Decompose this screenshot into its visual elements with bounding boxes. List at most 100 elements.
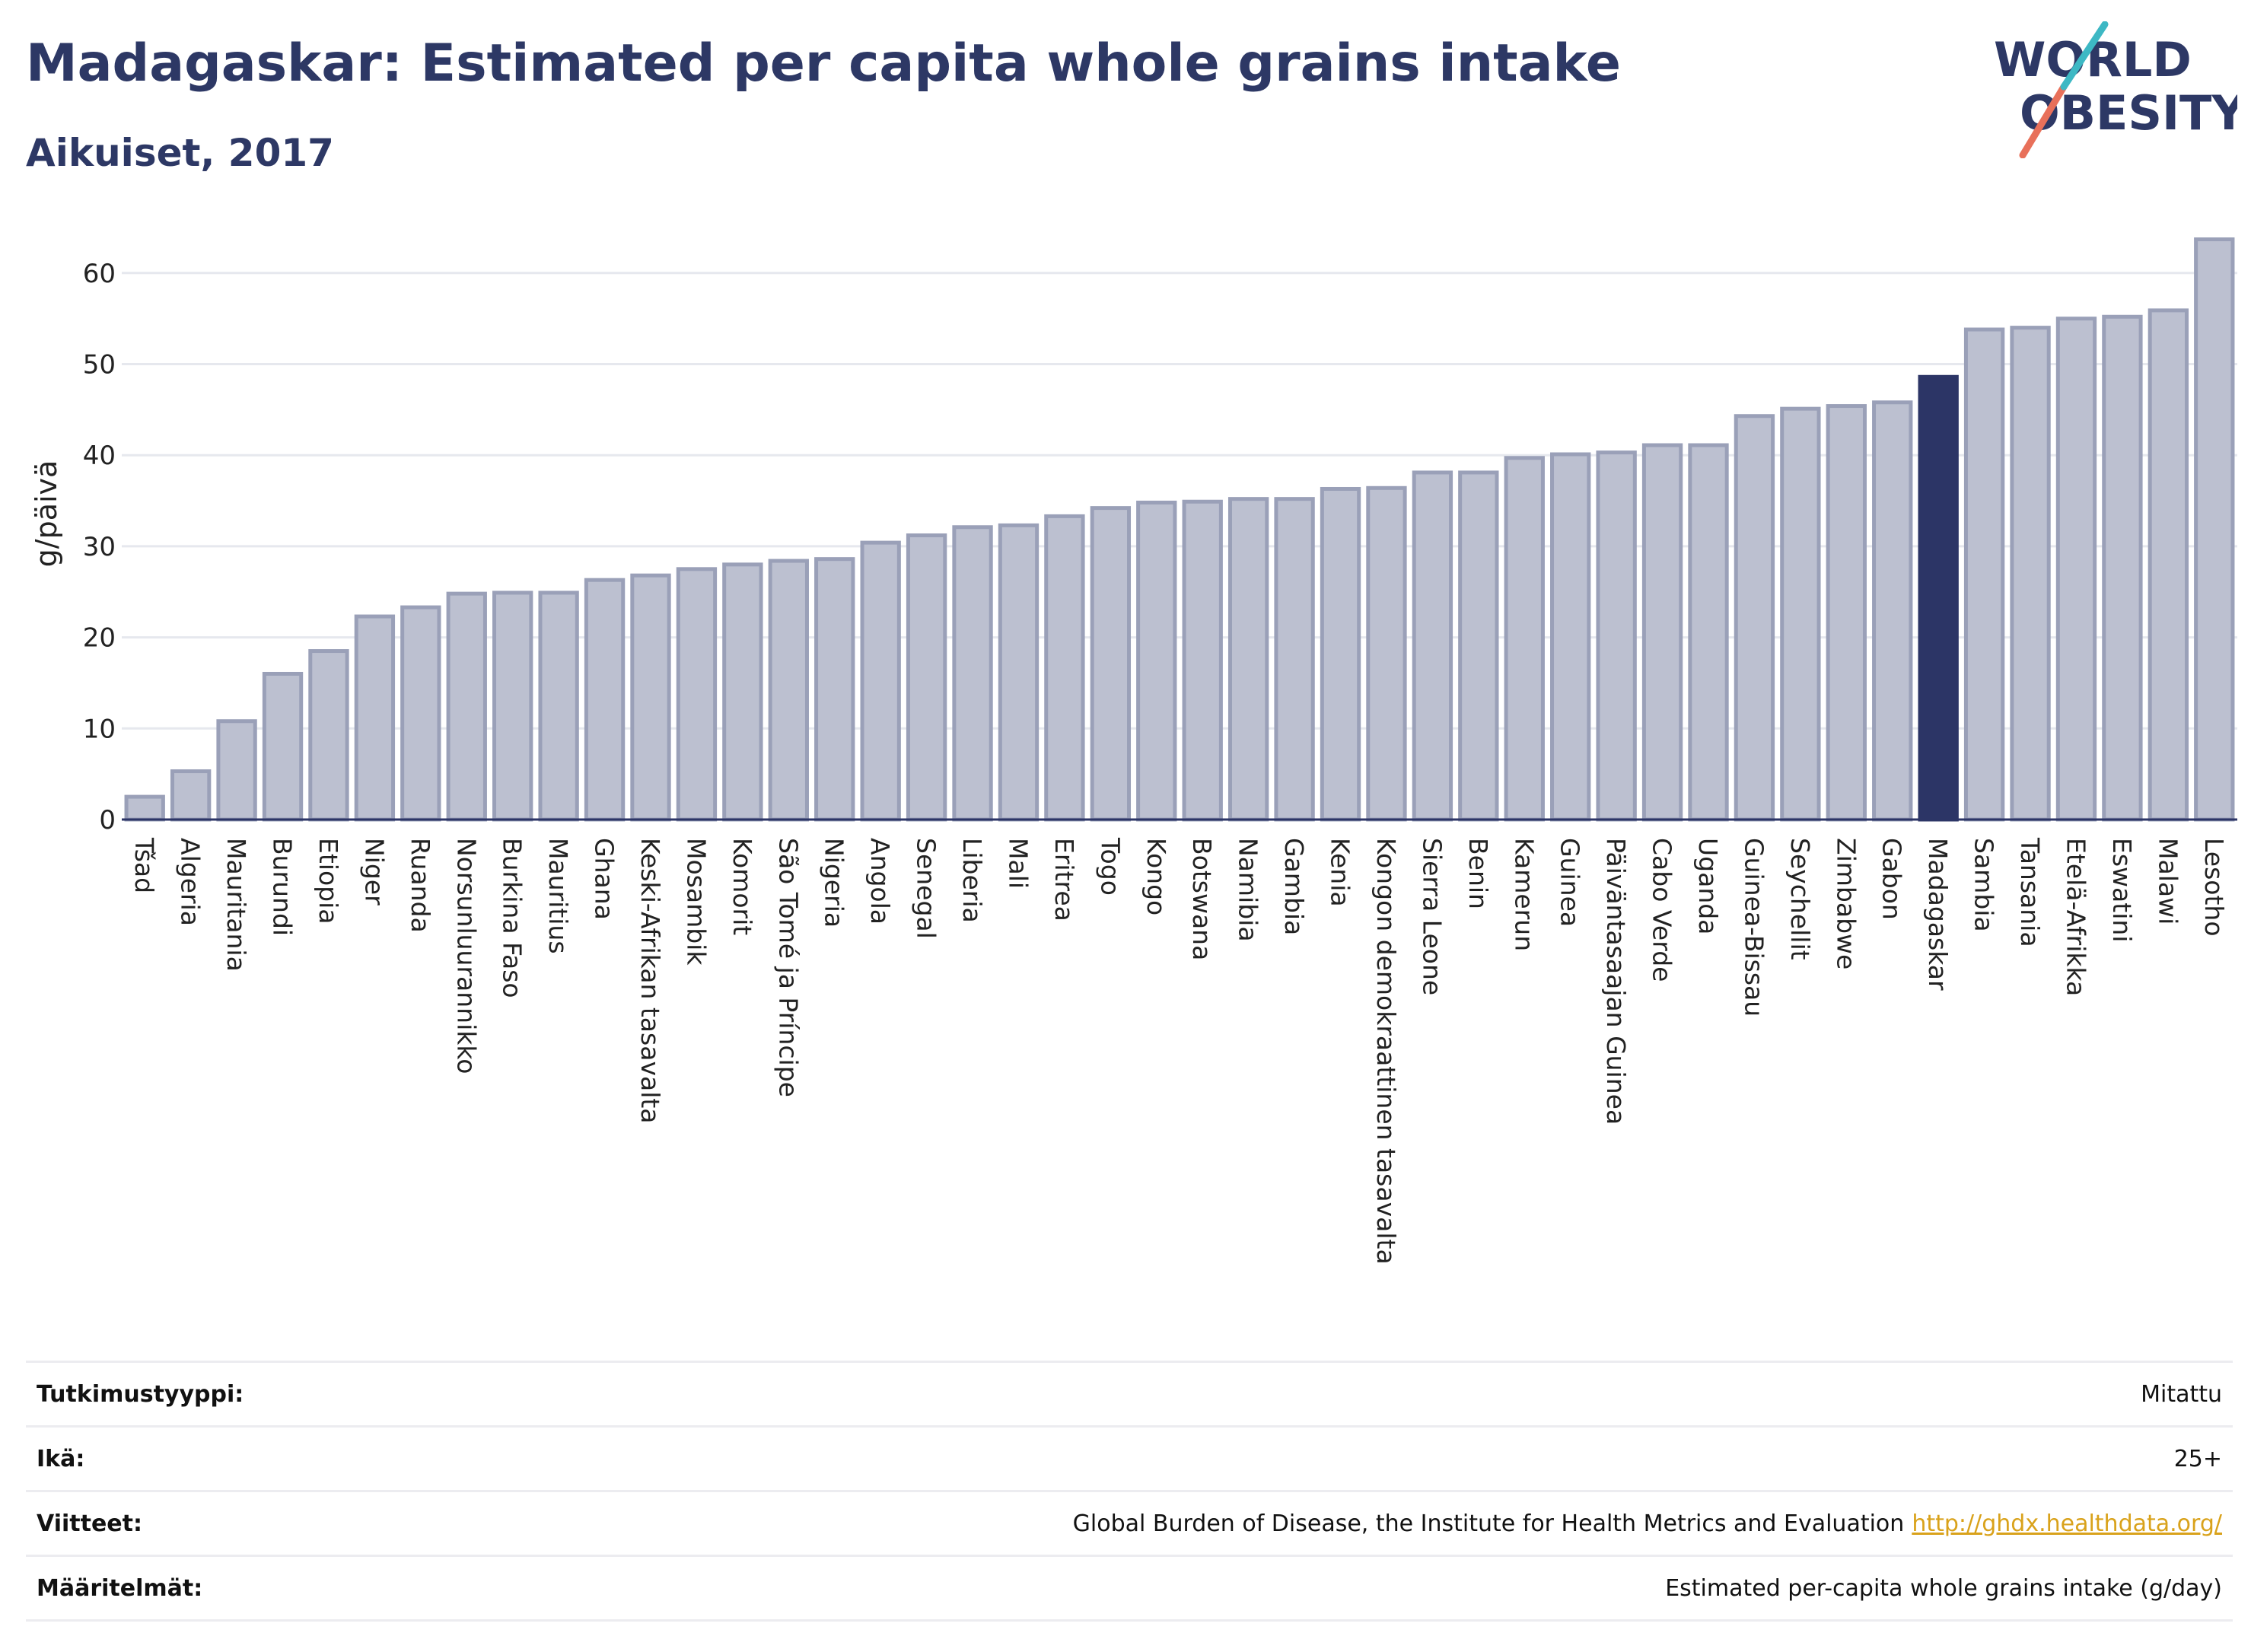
info-label: Ikä:: [37, 1445, 85, 1472]
logo-slash-teal: [2060, 21, 2109, 91]
x-tick-label: São Tomé ja Príncipe: [773, 838, 803, 1097]
bar-keski-afrikan-tasavalta: [630, 573, 671, 822]
x-tick-label: Burundi: [268, 838, 298, 936]
bar-päiväntasaajan-guinea: [1596, 450, 1637, 822]
info-value: Estimated per-capita whole grains intake…: [1665, 1574, 2222, 1602]
bar-mauritania: [216, 719, 257, 822]
bars: [124, 237, 2235, 822]
x-tick-label: Ghana: [590, 838, 619, 920]
bar-kongo: [1136, 500, 1177, 822]
y-axis-label: g/päivä: [30, 460, 63, 568]
bar-etiopia: [308, 649, 349, 822]
bar-malawi: [2148, 308, 2189, 822]
x-tick-label: Seychellit: [1785, 838, 1815, 960]
info-table: Tutkimustyyppi: Mitattu Ikä: 25+ Viittee…: [26, 1361, 2233, 1622]
x-tick-label: Botswana: [1187, 838, 1217, 960]
reference-text: Global Burden of Disease, the Institute …: [1072, 1510, 1905, 1537]
x-tick-label: Niger: [359, 838, 389, 906]
x-tick-label: Mauritius: [543, 838, 573, 954]
info-value: Mitattu: [2141, 1380, 2222, 1408]
x-tick-label: Algeria: [176, 838, 205, 926]
info-label: Määritelmät:: [37, 1574, 203, 1602]
x-tick-label: Mosambik: [681, 838, 711, 966]
x-tick-label: Angola: [865, 838, 895, 925]
bar-angola: [860, 540, 901, 822]
x-tick-label: Komorit: [728, 838, 757, 935]
y-tick-label: 40: [83, 441, 116, 471]
bar-tansania: [2010, 326, 2051, 822]
x-tick-label: Eritrea: [1049, 838, 1079, 921]
bar-lesotho: [2194, 237, 2235, 822]
bar-algeria: [170, 769, 212, 822]
x-tick-label: Kongon demokraattinen tasavalta: [1371, 838, 1401, 1265]
bar-sambia: [1963, 327, 2005, 822]
chart-subtitle: Aikuiset, 2017: [26, 131, 334, 175]
bar-komorit: [722, 562, 763, 822]
x-tick-label: Eswatini: [2107, 838, 2137, 942]
bar-eswatini: [2102, 314, 2143, 822]
bar-cabo-verde: [1641, 443, 1683, 822]
info-value: 25+: [2173, 1445, 2222, 1472]
x-tick-label: Uganda: [1693, 838, 1723, 934]
bar-liberia: [952, 525, 993, 822]
x-tick-label: Sambia: [1969, 838, 1999, 932]
x-tick-label: Cabo Verde: [1648, 838, 1677, 982]
x-tick-label: Kongo: [1141, 838, 1171, 915]
bar-norsunluurannikko: [446, 591, 487, 822]
x-tick-label: Kamerun: [1509, 838, 1539, 951]
bar-guinea-bissau: [1734, 414, 1775, 822]
x-tick-label: Mali: [1003, 838, 1033, 889]
x-tick-label: Nigeria: [820, 838, 849, 928]
bar-ruanda: [400, 605, 441, 822]
bar-s-o-tomé-ja-príncipe: [768, 559, 809, 822]
x-tick-label: Gabon: [1877, 838, 1907, 920]
y-tick-labels: 0 10 20 30 40 50 60: [83, 259, 116, 836]
y-tick-label: 20: [83, 623, 116, 654]
x-tick-label: Etiopia: [314, 838, 343, 925]
x-tick-label: Madagaskar: [1923, 838, 1953, 991]
bar-senegal: [906, 533, 947, 822]
bar-gabon: [1872, 400, 1913, 822]
x-tick-labels: Tšad Algeria Mauritania Burundi Etiopia Niger…: [129, 837, 2229, 1265]
bar-madagaskar: [1918, 374, 1959, 822]
bar-ghana: [584, 578, 626, 822]
bar-mali: [998, 523, 1040, 822]
x-tick-label: Keski-Afrikan tasavalta: [635, 838, 665, 1124]
x-tick-label: Guinea-Bissau: [1739, 838, 1769, 1017]
x-tick-label: Tansania: [2015, 837, 2045, 947]
y-tick-label: 0: [99, 805, 116, 836]
reference-link[interactable]: http://ghdx.healthdata.org/: [1912, 1510, 2222, 1537]
x-tick-label: Ruanda: [406, 838, 435, 933]
x-tick-label: Liberia: [957, 838, 987, 923]
bar-kamerun: [1504, 456, 1545, 822]
bar-t-ad: [124, 794, 165, 822]
y-tick-label: 10: [83, 714, 116, 744]
x-tick-label: Norsunluurannikko: [451, 838, 481, 1074]
x-tick-label: Zimbabwe: [1831, 838, 1861, 969]
x-tick-label: Tšad: [129, 837, 159, 893]
bar-niger: [354, 614, 396, 822]
info-row-references: Viitteet: Global Burden of Disease, the …: [26, 1490, 2233, 1555]
bar-zimbabwe: [1826, 404, 1867, 822]
bar-eritrea: [1044, 514, 1085, 822]
info-label: Viitteet:: [37, 1510, 142, 1537]
bar-guinea: [1550, 452, 1591, 822]
info-row-age: Ikä: 25+: [26, 1425, 2233, 1490]
x-tick-label: Gambia: [1279, 838, 1309, 935]
x-tick-label: Senegal: [912, 838, 941, 939]
bar-gambia: [1274, 497, 1315, 822]
bar-etelä-afrikka: [2055, 317, 2097, 822]
bar-kenia: [1320, 486, 1361, 822]
info-value: Global Burden of Disease, the Institute …: [1073, 1510, 2222, 1537]
bar-burkina-faso: [492, 590, 533, 822]
bar-uganda: [1688, 443, 1729, 822]
x-tick-label: Sierra Leone: [1417, 838, 1447, 995]
x-tick-label: Namibia: [1234, 838, 1263, 942]
bar-togo: [1090, 506, 1132, 822]
info-row-definitions: Määritelmät: Estimated per-capita whole …: [26, 1555, 2233, 1622]
x-tick-label: Kenia: [1326, 838, 1355, 907]
bar-mauritius: [538, 590, 579, 822]
bar-botswana: [1182, 499, 1223, 822]
bar-seychellit: [1780, 406, 1821, 822]
x-tick-label: Togo: [1095, 837, 1125, 896]
